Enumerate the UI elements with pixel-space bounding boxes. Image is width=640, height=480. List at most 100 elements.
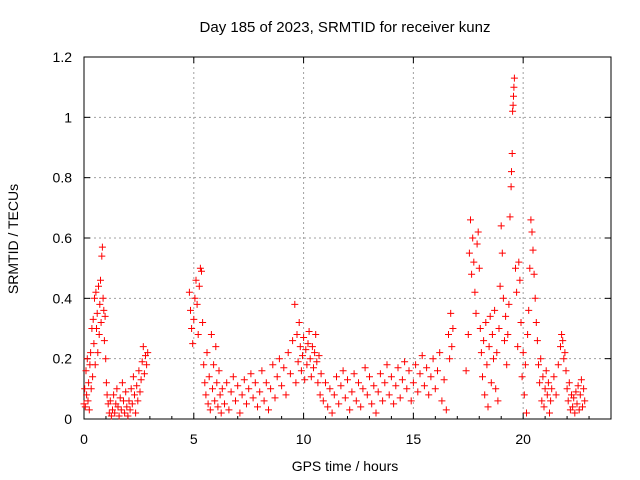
data-point: [209, 385, 216, 393]
data-point: [271, 394, 279, 402]
data-point: [328, 409, 336, 417]
data-point: [124, 412, 132, 420]
data-point: [481, 391, 489, 399]
data-point: [83, 391, 91, 399]
data-point: [300, 334, 308, 341]
data-point: [87, 349, 95, 357]
data-point: [292, 379, 300, 387]
data-point: [497, 222, 505, 230]
data-point: [98, 252, 106, 260]
data-point: [267, 385, 275, 393]
data-point: [92, 288, 100, 296]
y-tick-label: 0.8: [53, 170, 73, 186]
data-point: [82, 367, 90, 375]
data-point: [110, 391, 118, 399]
data-point: [370, 382, 378, 390]
x-tick-label: 20: [515, 431, 531, 447]
axis-ticks: 0 0.2 0.4 0.6 0.8 1 1.2 0 5 10 15 20: [53, 49, 612, 447]
data-point: [473, 240, 481, 248]
data-point: [81, 403, 89, 411]
data-point: [536, 379, 544, 387]
data-point: [495, 325, 503, 332]
data-point: [203, 349, 211, 357]
data-point: [409, 379, 417, 387]
data-point: [470, 258, 478, 266]
data-point: [136, 388, 144, 396]
data-point: [543, 391, 551, 399]
data-point: [547, 397, 555, 405]
data-point: [198, 267, 205, 275]
data-point: [379, 397, 387, 405]
data-point: [484, 403, 492, 411]
data-point: [561, 349, 569, 357]
data-point: [293, 331, 301, 338]
data-point: [307, 373, 315, 381]
data-point: [346, 406, 354, 414]
data-point: [191, 294, 199, 302]
data-point: [125, 397, 133, 405]
data-point: [505, 300, 513, 308]
data-point: [302, 346, 310, 354]
data-point: [469, 234, 477, 242]
data-point: [396, 394, 404, 402]
data-point: [296, 343, 304, 351]
data-point: [502, 312, 510, 320]
data-point: [273, 373, 281, 381]
data-point: [446, 355, 454, 363]
data-point: [135, 367, 143, 375]
data-point: [93, 325, 100, 332]
data-point: [89, 373, 97, 381]
data-point: [381, 379, 389, 387]
data-point: [297, 367, 305, 375]
y-tick-label: 0: [64, 411, 72, 427]
data-point: [275, 355, 283, 363]
data-point: [476, 325, 484, 332]
data-point: [563, 385, 571, 393]
data-point: [475, 264, 483, 272]
data-point: [311, 349, 319, 357]
data-point: [579, 403, 586, 411]
data-point: [513, 288, 521, 296]
x-tick-label: 5: [190, 431, 198, 447]
data-point: [368, 400, 376, 408]
plot-frame: [83, 56, 612, 420]
data-point: [412, 361, 420, 369]
data-point: [485, 343, 493, 351]
data-point: [330, 391, 338, 399]
data-point: [317, 370, 325, 378]
data-point: [390, 400, 398, 408]
data-point: [464, 331, 472, 338]
data-point: [260, 397, 268, 405]
data-point: [420, 382, 428, 390]
data-point: [447, 309, 455, 317]
data-point: [225, 406, 233, 414]
data-point: [89, 315, 97, 323]
data-point: [416, 370, 424, 378]
data-point: [486, 312, 494, 320]
data-point: [122, 388, 130, 396]
data-point: [127, 385, 135, 393]
data-point: [99, 294, 107, 302]
data-point: [535, 361, 542, 369]
data-point: [314, 379, 322, 387]
data-point: [294, 358, 302, 366]
data-point: [295, 319, 303, 326]
data-point: [559, 337, 567, 345]
data-point: [544, 379, 552, 387]
data-point: [90, 340, 98, 348]
data-point: [102, 355, 110, 363]
data-point: [480, 337, 488, 345]
data-point: [363, 391, 371, 399]
data-point: [558, 331, 566, 338]
data-point: [492, 385, 500, 393]
data-point: [509, 101, 517, 109]
data-point: [517, 319, 525, 326]
data-point: [532, 319, 540, 326]
data-point: [313, 358, 321, 366]
data-point: [138, 358, 146, 366]
data-point: [102, 379, 110, 387]
data-point: [530, 270, 538, 278]
data-point: [350, 370, 358, 378]
data-point: [355, 379, 362, 387]
